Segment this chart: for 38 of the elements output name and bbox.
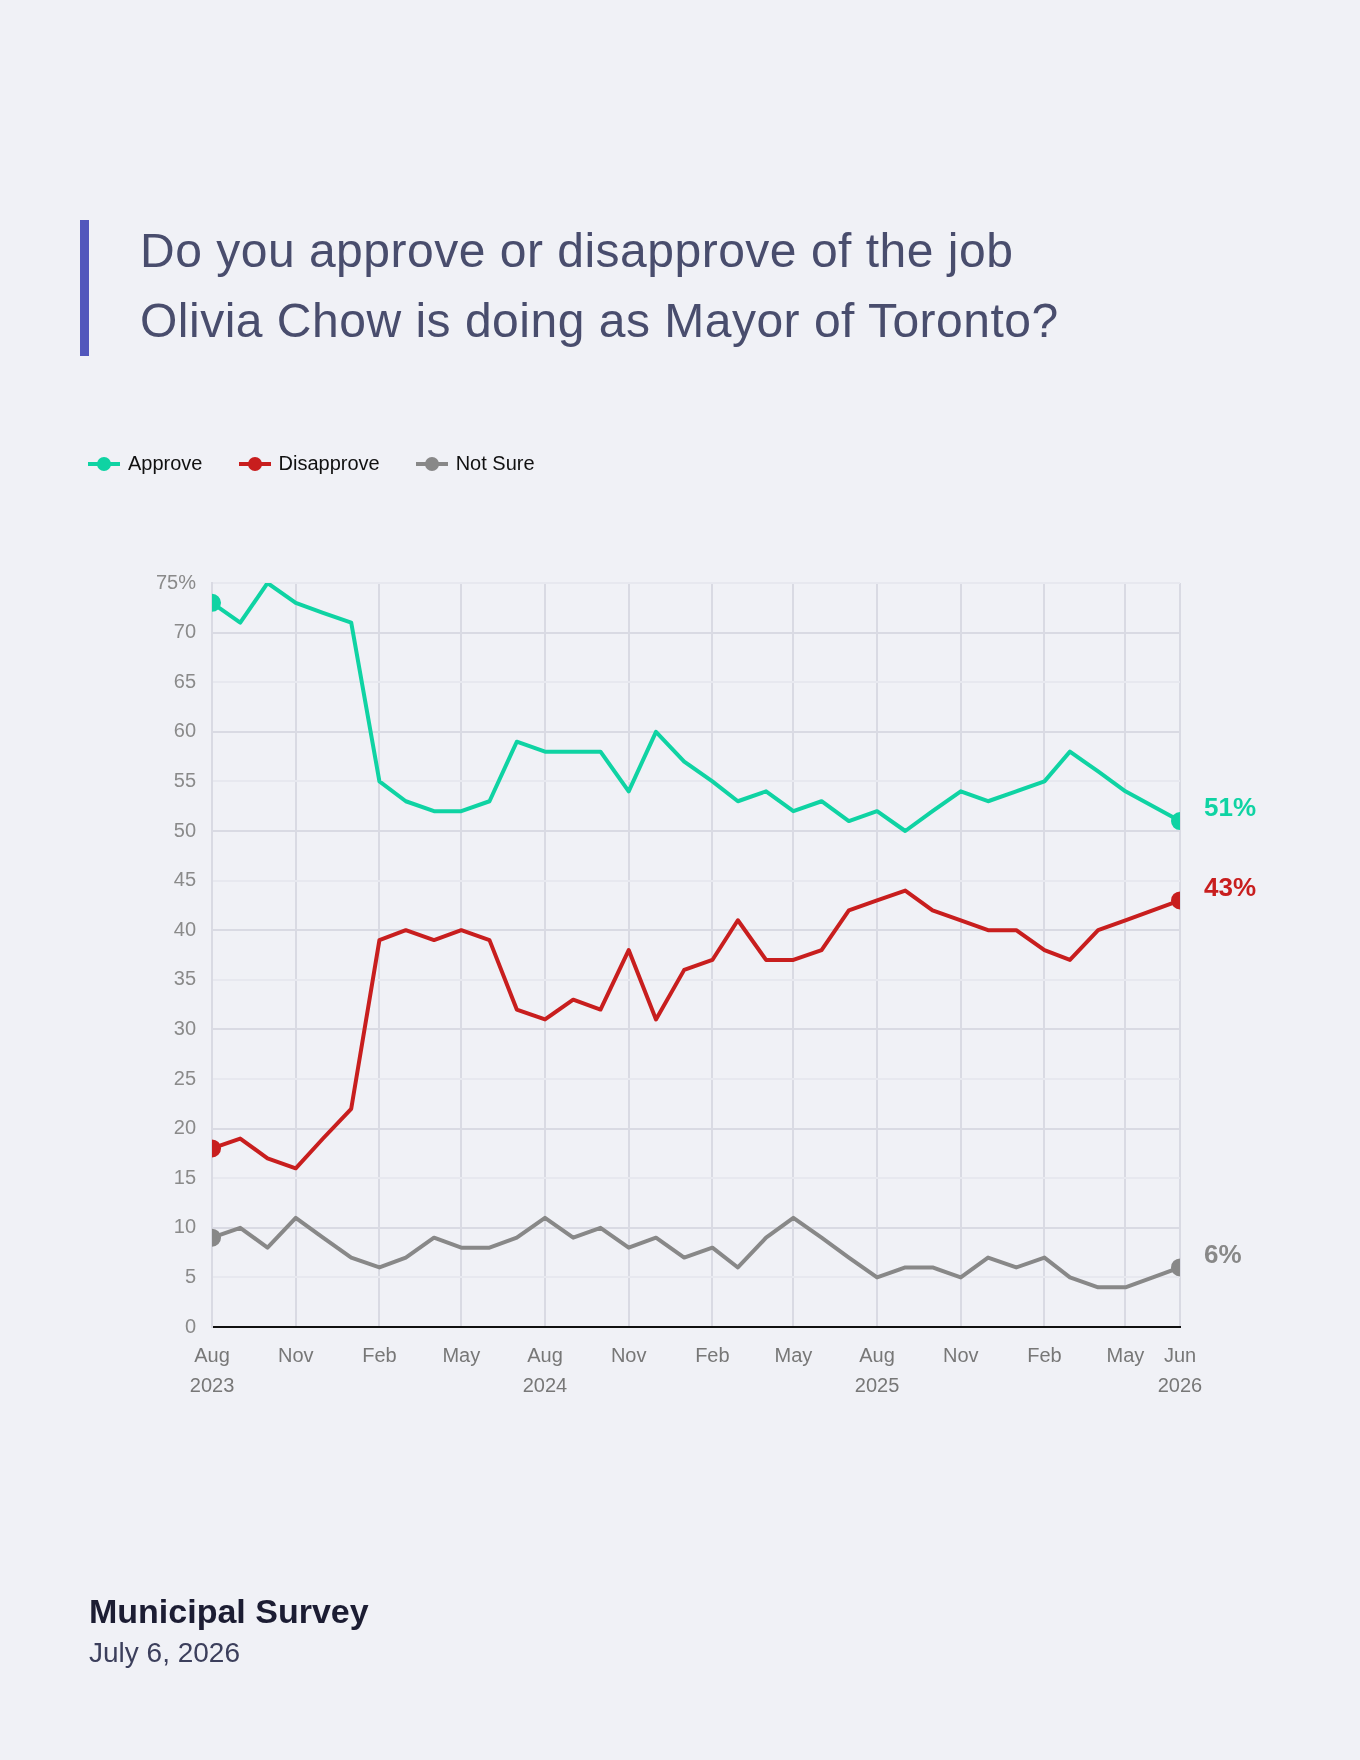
- y-tick-label: 30: [173, 1016, 197, 1039]
- x-tick-label: Nov: [942, 1343, 979, 1366]
- y-tick-label: 15: [173, 1165, 197, 1188]
- x-tick-label: May: [774, 1343, 813, 1366]
- x-tick-label: May: [442, 1343, 481, 1366]
- y-tick-label: 45: [173, 868, 197, 891]
- x-tick-label: Nov: [277, 1343, 314, 1366]
- x-tick-label: Nov: [610, 1343, 647, 1366]
- data-label: 6%: [1204, 1238, 1242, 1269]
- y-tick-label: 35: [173, 967, 197, 990]
- y-tick-label: 10: [173, 1215, 197, 1238]
- x-tick-label: Feb: [362, 1343, 397, 1366]
- x-tick-label: May: [1106, 1343, 1145, 1366]
- y-tick-label: 0: [184, 1314, 197, 1337]
- x-tick-label: Feb: [1027, 1343, 1062, 1366]
- data-label: 43%: [1204, 871, 1257, 902]
- x-tick-label: Feb: [695, 1343, 730, 1366]
- legend-label: Disapprove: [278, 452, 380, 475]
- text: July 6, 2026: [89, 1637, 241, 1669]
- y-tick-label: 55: [173, 768, 197, 791]
- y-tick-label: 70: [173, 620, 197, 643]
- data-label: 51%: [1204, 792, 1257, 823]
- y-tick-label: 20: [173, 1116, 197, 1139]
- legend-label: Not Sure: [455, 452, 535, 475]
- chart-title: Do you approve or disapprove of the job Olivia Chow is doing as Mayor of Toronto?: [140, 223, 1060, 349]
- y-tick-label: 5: [184, 1264, 197, 1287]
- x-tick-label: Aug 2025: [854, 1343, 900, 1396]
- y-tick-label: 60: [173, 719, 197, 742]
- y-tick-label: 50: [173, 818, 197, 841]
- y-tick-label: 65: [173, 669, 197, 692]
- text: Municipal Survey: [89, 1592, 369, 1631]
- y-tick-label: 75%: [156, 570, 197, 593]
- x-tick-label: Aug 2023: [189, 1343, 235, 1396]
- y-tick-label: 25: [173, 1066, 197, 1089]
- legend-label: Approve: [128, 452, 203, 475]
- y-tick-label: 40: [173, 917, 197, 940]
- x-tick-label: Aug 2024: [522, 1343, 568, 1396]
- x-tick-label: Jun 2026: [1157, 1343, 1203, 1396]
